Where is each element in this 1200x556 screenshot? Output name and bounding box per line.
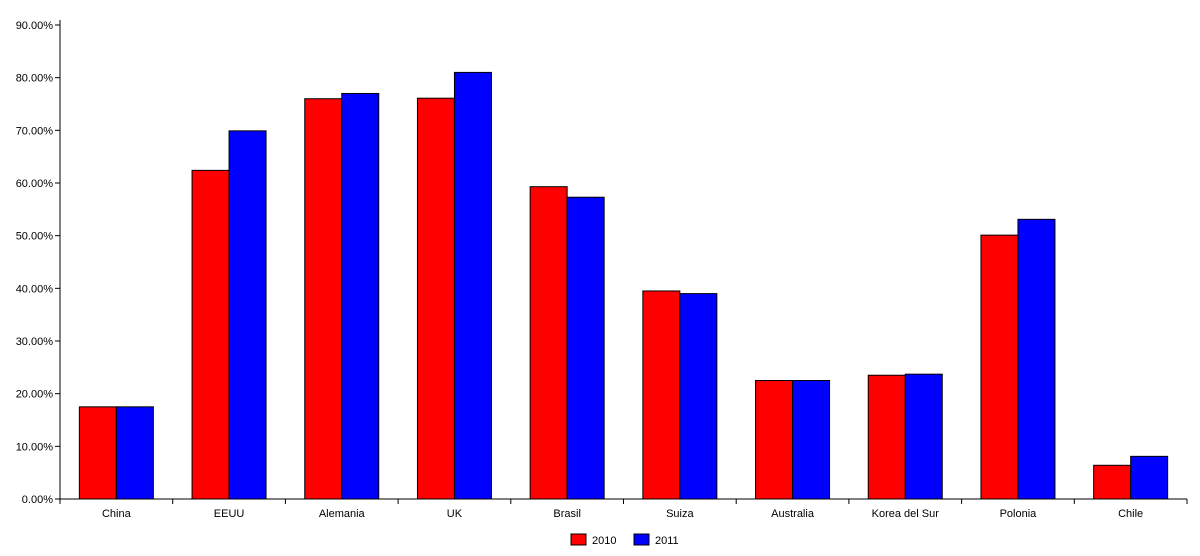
x-tick-label: Suiza (666, 508, 694, 520)
y-tick-label: 80.00% (16, 73, 54, 85)
bar-2010-china (78, 406, 117, 500)
bar-2010-eeuu (191, 169, 230, 500)
x-tick-label: Chile (1118, 508, 1143, 520)
bar-2011-eeuu (228, 130, 267, 500)
bar-2011-alemania (341, 92, 380, 500)
bar-2010-brasil (529, 186, 568, 500)
y-tick-label: 90.00% (16, 20, 54, 32)
x-tick-label: China (102, 508, 132, 520)
y-tick-label: 30.00% (16, 336, 54, 348)
y-tick-label: 60.00% (16, 178, 54, 190)
bar-2010-chile (1093, 464, 1132, 500)
bar-2011-korea-del-sur (904, 373, 943, 500)
x-tick-label: Korea del Sur (872, 508, 940, 520)
bar-2011-chile (1130, 455, 1169, 500)
bar-2011-polonia (1017, 218, 1056, 500)
bar-2010-korea-del-sur (867, 374, 906, 500)
x-axis: China EEUU Alemania UK Brasil Suiza Australia K… (59, 498, 1188, 520)
x-tick-label: Polonia (1000, 508, 1038, 520)
y-tick-label: 50.00% (16, 231, 54, 243)
legend-swatch-2010 (570, 533, 587, 546)
y-tick-label: 10.00% (16, 441, 54, 453)
bar-2011-uk (453, 71, 492, 500)
bar-2011-china (115, 406, 154, 500)
x-tick-label: EEUU (214, 508, 245, 520)
y-tick-label: 40.00% (16, 283, 54, 295)
x-tick-label: Alemania (319, 508, 366, 520)
legend-label-2011: 2011 (655, 535, 679, 547)
legend-label-2010: 2010 (592, 535, 616, 547)
bars (78, 71, 1169, 500)
bar-2011-australia (792, 380, 831, 500)
x-tick-label: UK (447, 508, 463, 520)
bar-2010-suiza (642, 290, 681, 500)
x-tick-label: Australia (771, 508, 815, 520)
bar-2010-australia (755, 380, 794, 500)
y-tick-label: 20.00% (16, 389, 54, 401)
bar-2010-alemania (304, 98, 343, 500)
x-tick-label: Brasil (553, 508, 581, 520)
legend: 2010 2011 (570, 533, 679, 547)
y-axis: 0.00% 10.00% 20.00% 30.00% 40.00% 50.00% 60.00… (16, 20, 61, 506)
legend-swatch-2011 (633, 533, 650, 546)
y-tick-label: 0.00% (22, 494, 53, 506)
bar-2010-polonia (980, 234, 1019, 500)
bar-2011-brasil (566, 196, 605, 500)
bar-2011-suiza (679, 293, 718, 500)
y-tick-label: 70.00% (16, 125, 54, 137)
bar-2010-uk (416, 97, 455, 500)
